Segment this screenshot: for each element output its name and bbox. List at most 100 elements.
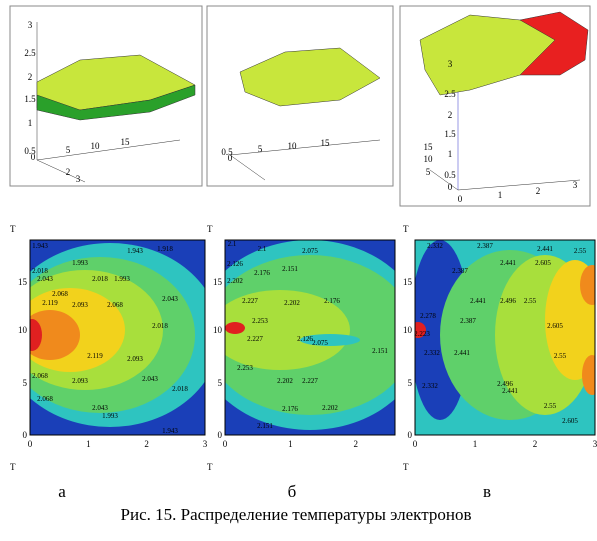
axis-label: T bbox=[10, 462, 16, 472]
contour-axes bbox=[29, 239, 596, 436]
contour-label: 2.223 bbox=[414, 330, 430, 338]
contour-label: 2.018 bbox=[152, 322, 168, 330]
contour-label: 2.043 bbox=[162, 295, 178, 303]
x-tick-label: 0 bbox=[28, 439, 33, 449]
contour-label: 2.441 bbox=[500, 259, 516, 267]
surface-tick: 3 bbox=[448, 59, 453, 69]
contour-label: 2.202 bbox=[227, 277, 243, 285]
contour-label: 1.918 bbox=[157, 245, 173, 253]
contour-label: 2.55 bbox=[544, 402, 557, 410]
x-tick-label: 1 bbox=[288, 439, 293, 449]
y-tick-label: 0 bbox=[23, 430, 28, 440]
axis-label: T bbox=[207, 462, 213, 472]
contour-label: 2.068 bbox=[52, 290, 68, 298]
surface-tick: 3 bbox=[573, 180, 578, 190]
x-tick-label: 3 bbox=[593, 439, 597, 449]
contour-label: 2.605 bbox=[562, 417, 578, 425]
panel-label: в bbox=[483, 482, 491, 501]
surface-tick: 0 bbox=[31, 152, 36, 162]
contour-label: 2.093 bbox=[127, 355, 143, 363]
surface-tick: 2.5 bbox=[24, 48, 36, 58]
contour-label: 2.496 bbox=[497, 380, 513, 388]
surface-tick: 15 bbox=[321, 138, 331, 148]
y-tick-label: 10 bbox=[213, 325, 223, 335]
contour-label: 2.043 bbox=[92, 404, 108, 412]
contour-label: 1.993 bbox=[102, 412, 118, 420]
contour-label: 2.018 bbox=[32, 267, 48, 275]
contour-label: 2.202 bbox=[284, 299, 300, 307]
contour-label: 2.605 bbox=[547, 322, 563, 330]
frame bbox=[206, 5, 394, 187]
contour-label: 2.176 bbox=[324, 297, 340, 305]
contour-label: 2.018 bbox=[172, 385, 188, 393]
surface-tick: 3 bbox=[76, 174, 81, 184]
axis-label: T bbox=[10, 224, 16, 234]
contour-label: 2.55 bbox=[574, 247, 587, 255]
contour-label: 2.151 bbox=[372, 347, 388, 355]
contour-label: 2.605 bbox=[535, 259, 551, 267]
contour-label: 2.068 bbox=[107, 301, 123, 309]
contour-label: 1.943 bbox=[32, 242, 48, 250]
x-tick-label: 2 bbox=[354, 439, 359, 449]
surface-tick: 10 bbox=[91, 141, 101, 151]
panel-label: б bbox=[288, 482, 297, 501]
contour-label: 2.441 bbox=[454, 349, 470, 357]
surface-tick: 2 bbox=[28, 72, 33, 82]
contour-label: 2.496 bbox=[500, 297, 516, 305]
contour-label: 2.441 bbox=[470, 297, 486, 305]
contour-label: 2.332 bbox=[424, 349, 440, 357]
contour-label: 2.332 bbox=[427, 242, 443, 250]
x-tick-label: 2 bbox=[533, 439, 538, 449]
surface-tick: 1 bbox=[498, 190, 503, 200]
surface-tick: 15 bbox=[121, 137, 131, 147]
y-tick-label: 15 bbox=[403, 277, 413, 287]
surface-tick: 5 bbox=[258, 144, 263, 154]
surface-tick: 1.5 bbox=[24, 94, 36, 104]
frame bbox=[9, 5, 203, 187]
contour-a bbox=[30, 240, 205, 435]
contour-label: 2.55 bbox=[524, 297, 537, 305]
panel-label: а bbox=[58, 482, 66, 501]
contour-label: 2.1 bbox=[258, 245, 267, 253]
contour-label: 2.119 bbox=[87, 352, 103, 360]
contour-label: 2.093 bbox=[72, 377, 88, 385]
y-tick-label: 15 bbox=[213, 277, 223, 287]
contour-label: 2.075 bbox=[312, 339, 328, 347]
y-tick-label: 5 bbox=[408, 378, 413, 388]
contour-label: 2.176 bbox=[282, 405, 298, 413]
contour-label: 2.119 bbox=[42, 299, 58, 307]
x-tick-label: 0 bbox=[223, 439, 228, 449]
contour-label: 1.943 bbox=[162, 427, 178, 435]
y-tick-label: 5 bbox=[23, 378, 28, 388]
contour-label: 2.387 bbox=[452, 267, 468, 275]
contour-label: 2.202 bbox=[277, 377, 293, 385]
axis-label: T bbox=[207, 224, 213, 234]
surface-a bbox=[36, 22, 196, 183]
contour-label: 2.387 bbox=[460, 317, 476, 325]
surface-tick: 10 bbox=[424, 154, 434, 164]
contour-label: 2.151 bbox=[257, 422, 273, 430]
surface-tick: 10 bbox=[288, 141, 298, 151]
contour-label: 2.126 bbox=[227, 260, 243, 268]
y-tick-label: 15 bbox=[18, 277, 28, 287]
caption: Рис. 15. Распределение температуры элект… bbox=[121, 505, 472, 524]
contour-label: 2.018 bbox=[92, 275, 108, 283]
contour-label: 2.227 bbox=[242, 297, 258, 305]
surface-tick: 0.5 bbox=[24, 146, 36, 156]
surface-tick: 2 bbox=[536, 186, 541, 196]
contour-label: 2.253 bbox=[237, 364, 253, 372]
surface-tick: 2.5 bbox=[444, 89, 456, 99]
surface-tick: 15 bbox=[424, 142, 434, 152]
contour-label: 2.068 bbox=[32, 372, 48, 380]
contour-label: 2.043 bbox=[37, 275, 53, 283]
surface-tick: 5 bbox=[66, 145, 71, 155]
contour-label: 2.227 bbox=[302, 377, 318, 385]
contour-label: 1.993 bbox=[72, 259, 88, 267]
contour-label: 2.332 bbox=[422, 382, 438, 390]
contour-label: 2.441 bbox=[537, 245, 553, 253]
y-tick-label: 10 bbox=[18, 325, 28, 335]
surface-tick: 2 bbox=[66, 167, 71, 177]
surface-tick: 0 bbox=[458, 194, 463, 204]
contour-label: 2.278 bbox=[420, 312, 436, 320]
